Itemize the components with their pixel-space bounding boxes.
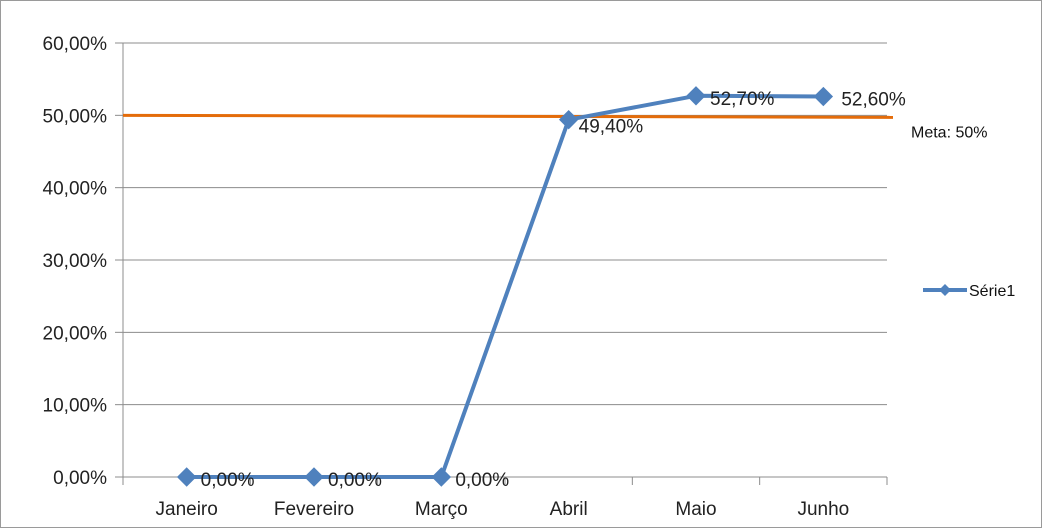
x-tick-label: Junho — [797, 499, 849, 520]
x-tick-label: Janeiro — [156, 499, 218, 520]
data-point-marker — [431, 467, 452, 487]
y-axis-tick-labels: 0,00% 10,00% 20,00% 30,00% 40,00% 50,00% 60,00… — [43, 34, 108, 489]
legend-marker — [939, 284, 951, 296]
target-label: Meta: 50% — [911, 124, 987, 141]
legend: Série1 — [923, 283, 1015, 300]
x-tick-label: Março — [415, 499, 468, 520]
data-label: 0,00% — [201, 470, 255, 491]
y-tick-label: 0,00% — [53, 468, 107, 489]
target-line-group: Meta: 50% — [122, 113, 987, 141]
data-label: 0,00% — [328, 470, 382, 491]
data-label: 49,40% — [579, 117, 644, 138]
y-tick-label: 30,00% — [43, 251, 108, 272]
y-tick-label: 20,00% — [43, 323, 108, 344]
target-line — [122, 113, 894, 119]
data-point-marker — [304, 467, 324, 487]
data-label: 52,60% — [841, 90, 906, 111]
series-line — [186, 93, 824, 479]
x-tick-label: Maio — [675, 499, 716, 520]
data-point-marker — [686, 86, 706, 106]
data-point-marker — [176, 467, 197, 487]
data-point-marker — [813, 86, 834, 107]
legend-label: Série1 — [969, 283, 1015, 300]
series-group: 0,00% 0,00% 0,00% 49,40% 52,70% 52,60% — [176, 86, 906, 491]
y-tick-label: 10,00% — [43, 396, 108, 417]
x-tick-label: Fevereiro — [274, 499, 354, 520]
y-tick-label: 60,00% — [43, 34, 108, 55]
y-tick-label: 40,00% — [43, 179, 108, 200]
x-tick-label: Abril — [550, 499, 588, 520]
data-label: 0,00% — [455, 470, 509, 491]
x-axis-tick-labels: Janeiro Fevereiro Março Abril Maio Junho — [156, 499, 850, 520]
data-label: 52,70% — [710, 89, 775, 110]
data-point-marker — [558, 109, 579, 130]
y-tick-label: 50,00% — [43, 106, 108, 127]
